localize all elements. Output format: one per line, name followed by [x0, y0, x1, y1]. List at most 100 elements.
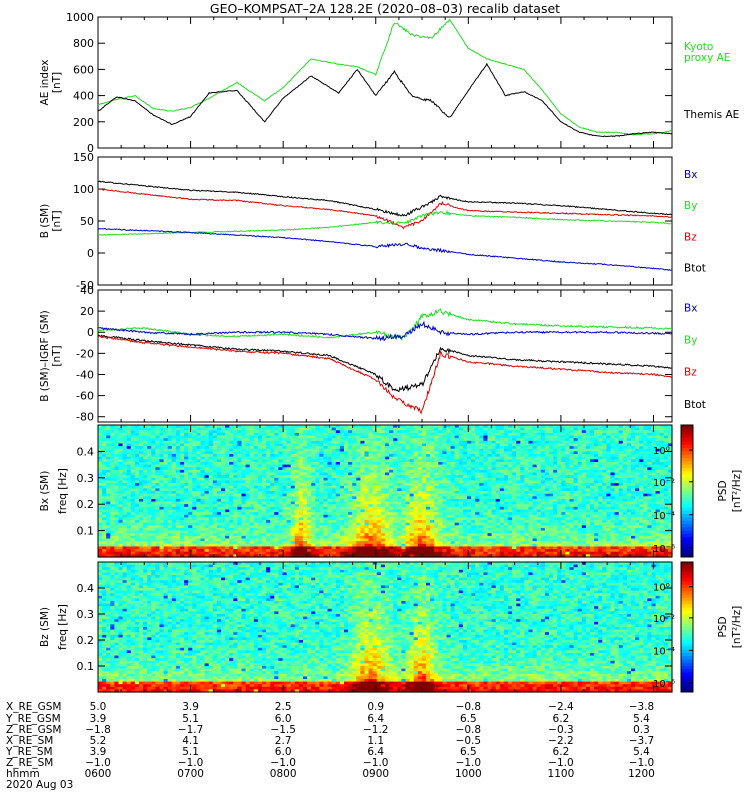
spec_bx-cell: [286, 512, 292, 516]
spec_bx-cell: [163, 464, 169, 468]
spec_bx-cell: [348, 512, 353, 516]
spec_bx-cell: [155, 546, 161, 550]
spec_bx-cell: [241, 446, 247, 450]
b-y-tick-label: 100: [73, 183, 94, 196]
spec_bx-cell: [266, 504, 271, 508]
spec_bx-cell: [221, 427, 226, 431]
spec_bx-cell: [118, 527, 124, 532]
spec_bx-cell: [339, 432, 345, 437]
spec_bx-cell: [294, 551, 300, 555]
spec_bx-cell: [270, 440, 275, 445]
spec_bx-cell: [327, 472, 333, 476]
spec_bx-cell: [282, 430, 288, 434]
spec_bx-cell: [327, 435, 333, 439]
spec_bx-cell: [315, 517, 320, 521]
spec_bx-cell: [241, 451, 247, 455]
spec_bx-cell: [175, 430, 181, 434]
spec_bx-cell: [139, 506, 144, 511]
spec_bx-cell: [204, 530, 210, 534]
spec_bx-cell: [110, 454, 115, 458]
spec_bx-cell: [180, 520, 185, 524]
spec_bx-cell: [171, 443, 177, 447]
spec_bx-cell: [344, 551, 349, 555]
spec_bx-cell: [278, 469, 284, 474]
spec_bx-cell: [262, 538, 267, 542]
spec_bx-cell: [106, 438, 111, 442]
spec_bx-cell: [151, 438, 156, 442]
spec_bx-cell: [216, 541, 222, 545]
spec_bx-cell: [196, 525, 202, 529]
spec_bx-cell: [348, 551, 353, 555]
spec_bx-cell: [286, 467, 292, 471]
spec_bx-cell: [266, 530, 271, 534]
spec_bx-cell: [143, 446, 148, 450]
b-legend-btot: Btot: [684, 263, 706, 275]
spec_bx-cell: [298, 543, 304, 548]
spec_bx-cell: [130, 438, 136, 442]
spec_bx-cell: [274, 509, 279, 513]
spec_bx-cell: [200, 430, 206, 434]
spec_bx-cell: [229, 525, 234, 529]
spec_bx-cell: [376, 454, 382, 458]
spec_bx-cell: [196, 485, 202, 489]
spec_bx-cell: [208, 533, 214, 537]
spec_bx-cell: [102, 477, 107, 482]
spec_bx-cell: [249, 551, 255, 555]
spec_bx-cell: [114, 432, 120, 437]
spec_bx-cell: [290, 485, 296, 489]
spec_bx-cell: [180, 551, 185, 555]
spec_bx-cell: [171, 527, 177, 532]
spec_bx-cell: [118, 469, 124, 474]
spec_bx-cell: [143, 488, 148, 492]
spec_bx-cell: [192, 451, 197, 455]
spec_bx-cell: [270, 464, 275, 468]
spec_bx-cell: [102, 443, 107, 447]
spec_bx-cell: [225, 514, 230, 518]
spec_bx-cell: [335, 467, 341, 471]
spec_bx-cell: [130, 488, 136, 492]
spec_bx-cell: [212, 454, 218, 458]
spec_bx-cell: [184, 443, 189, 447]
spec_bx-cell: [262, 554, 267, 558]
spec_bx-cell: [290, 483, 296, 487]
spec_bx-cell: [282, 535, 288, 540]
spec_bx-cell: [147, 512, 152, 516]
spec_bx-cell: [294, 483, 300, 487]
spec_bx-cell: [286, 454, 292, 458]
spec_bx-cell: [331, 554, 337, 558]
dB-y-tick-label: 0: [87, 326, 94, 339]
spec_bx-cell: [352, 435, 357, 439]
spec_bx-cell: [184, 485, 189, 489]
spec_bx-cell: [380, 538, 386, 542]
spec_bx-cell: [348, 546, 353, 550]
spec_bx-cell: [307, 509, 312, 513]
spec_bx-cell: [327, 493, 333, 497]
spec_bx-cell: [159, 467, 165, 471]
spec_bx-cell: [327, 475, 333, 479]
spec_bx-cell: [225, 546, 230, 550]
spec_bx-cell: [335, 527, 341, 532]
spec_bx-cell: [167, 456, 173, 460]
spec_bx-cell: [175, 509, 181, 513]
spec_bx-cell: [155, 498, 161, 503]
spec_bx-cell: [319, 467, 325, 471]
spec_bx-cell: [192, 543, 197, 548]
spec_bx-cell: [184, 427, 189, 431]
spec_bx-cell: [229, 438, 234, 442]
spec_bx-cell: [171, 512, 177, 516]
spec_bx-cell: [163, 533, 169, 537]
spec_bx-cell: [155, 438, 161, 442]
spec_bx-cell: [175, 451, 181, 455]
spec_bx-cell: [184, 472, 189, 476]
spec_bx-cell: [233, 469, 238, 474]
spec_bx-cell: [356, 493, 361, 497]
spec_bx-cell: [114, 493, 120, 497]
spec_bx-cell: [225, 538, 230, 542]
spec_bx-cell: [327, 469, 333, 474]
spec_bx-cell: [303, 467, 308, 471]
spec_bx-cell: [368, 538, 374, 542]
spec_bx-cell: [237, 475, 243, 479]
spec_bx-cell: [331, 533, 337, 537]
spec_bx-cell: [360, 467, 366, 471]
spec_bx-cell: [167, 551, 173, 555]
